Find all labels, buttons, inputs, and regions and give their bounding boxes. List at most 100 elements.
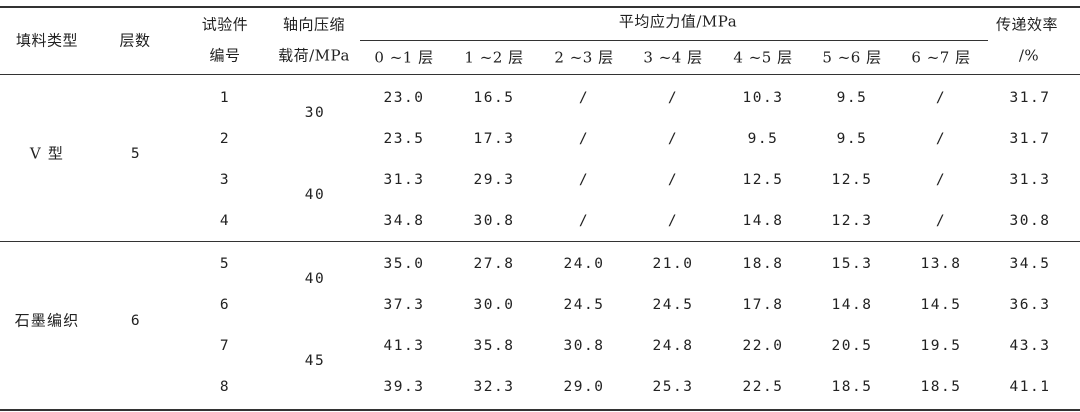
stress-cell: 14.8 — [742, 212, 784, 229]
stress-cell: 24.8 — [652, 337, 694, 354]
group-load: 45 — [304, 352, 326, 369]
specimen-id: 5 — [219, 255, 231, 272]
stress-cell: 30.0 — [473, 296, 515, 313]
stress-cell: / — [935, 171, 947, 188]
stress-cell: 13.8 — [920, 255, 962, 272]
header-stress-col: 1 ~2 层 — [464, 48, 524, 67]
specimen-id: 1 — [219, 89, 231, 106]
group-fill-type: 石墨编织 — [14, 311, 80, 330]
stress-cell: / — [578, 130, 590, 147]
stress-cell: 17.3 — [473, 130, 515, 147]
specimen-id: 4 — [219, 212, 231, 229]
group-layers: 6 — [130, 312, 142, 329]
stress-cell: / — [578, 212, 590, 229]
efficiency-cell: 31.3 — [1009, 171, 1051, 188]
specimen-id: 8 — [219, 378, 231, 395]
header-avg-stress: 平均应力值/MPa — [618, 12, 738, 31]
stress-cell: / — [667, 171, 679, 188]
table-top-rule — [0, 6, 1080, 8]
efficiency-cell: 30.8 — [1009, 212, 1051, 229]
stress-cell: 15.3 — [831, 255, 873, 272]
header-bottom-rule — [0, 74, 1080, 75]
stress-cell: 24.5 — [563, 296, 605, 313]
group-load: 40 — [304, 270, 326, 287]
stress-cell: 21.0 — [652, 255, 694, 272]
stress-cell: 23.5 — [383, 130, 425, 147]
stress-cell: 22.5 — [742, 378, 784, 395]
stress-cell: 35.0 — [383, 255, 425, 272]
stress-cell: 29.3 — [473, 171, 515, 188]
stress-cell: 30.8 — [563, 337, 605, 354]
header-stress-col: 0 ~1 层 — [374, 48, 434, 67]
stress-cell: 30.8 — [473, 212, 515, 229]
stress-cell: 9.5 — [836, 89, 868, 106]
efficiency-cell: 34.5 — [1009, 255, 1051, 272]
header-layers: 层数 — [119, 31, 151, 50]
group-fill-type: V 型 — [29, 144, 65, 163]
stress-cell: / — [935, 89, 947, 106]
efficiency-cell: 41.1 — [1009, 378, 1051, 395]
specimen-id: 3 — [219, 171, 231, 188]
efficiency-cell: 31.7 — [1009, 130, 1051, 147]
stress-cell: 9.5 — [836, 130, 868, 147]
header-stress-col: 3 ~4 层 — [643, 48, 703, 67]
stress-cell: 34.8 — [383, 212, 425, 229]
stress-cell: 12.5 — [742, 171, 784, 188]
stress-cell: 29.0 — [563, 378, 605, 395]
stress-cell: 18.5 — [920, 378, 962, 395]
stress-cell: 24.0 — [563, 255, 605, 272]
header-load-line1: 轴向压缩 — [282, 15, 346, 34]
specimen-id: 6 — [219, 296, 231, 313]
header-load-line2: 载荷/MPa — [278, 46, 350, 65]
header-fill-type: 填料类型 — [15, 31, 79, 50]
stress-cell: 27.8 — [473, 255, 515, 272]
group-load: 30 — [304, 104, 326, 121]
stress-cell: / — [667, 130, 679, 147]
stress-cell: 9.5 — [747, 130, 779, 147]
specimen-id: 7 — [219, 337, 231, 354]
specimen-id: 2 — [219, 130, 231, 147]
efficiency-cell: 43.3 — [1009, 337, 1051, 354]
stress-cell: 24.5 — [652, 296, 694, 313]
group-divider-rule — [0, 241, 1080, 242]
header-stress-col: 4 ~5 层 — [733, 48, 793, 67]
header-stress-col: 5 ~6 层 — [822, 48, 882, 67]
stress-cell: 19.5 — [920, 337, 962, 354]
header-specimen-line1: 试验件 — [201, 15, 249, 34]
table-bottom-rule — [0, 409, 1080, 411]
stress-cell: 14.8 — [831, 296, 873, 313]
stress-cell: 17.8 — [742, 296, 784, 313]
header-specimen-line2: 编号 — [209, 46, 241, 65]
stress-cell: 20.5 — [831, 337, 873, 354]
stress-cell: 41.3 — [383, 337, 425, 354]
stress-cell: / — [578, 89, 590, 106]
stress-cell: 12.5 — [831, 171, 873, 188]
stress-cell: 25.3 — [652, 378, 694, 395]
stress-cell: / — [935, 130, 947, 147]
header-sub-rule — [360, 40, 988, 41]
stress-cell: 35.8 — [473, 337, 515, 354]
stress-cell: 10.3 — [742, 89, 784, 106]
group-load: 40 — [304, 186, 326, 203]
header-stress-col: 6 ~7 层 — [911, 48, 971, 67]
stress-cell: / — [667, 212, 679, 229]
group-layers: 5 — [130, 145, 142, 162]
header-efficiency-line1: 传递效率 — [995, 15, 1059, 34]
stress-cell: 18.5 — [831, 378, 873, 395]
stress-cell: 18.8 — [742, 255, 784, 272]
stress-cell: 37.3 — [383, 296, 425, 313]
header-efficiency-line2: /% — [1018, 46, 1040, 65]
stress-cell: / — [667, 89, 679, 106]
stress-cell: 22.0 — [742, 337, 784, 354]
header-stress-col: 2 ~3 层 — [554, 48, 614, 67]
stress-cell: 16.5 — [473, 89, 515, 106]
stress-cell: / — [578, 171, 590, 188]
stress-cell: 23.0 — [383, 89, 425, 106]
stress-cell: 39.3 — [383, 378, 425, 395]
efficiency-cell: 31.7 — [1009, 89, 1051, 106]
stress-cell: 31.3 — [383, 171, 425, 188]
stress-cell: 14.5 — [920, 296, 962, 313]
stress-cell: / — [935, 212, 947, 229]
stress-cell: 32.3 — [473, 378, 515, 395]
